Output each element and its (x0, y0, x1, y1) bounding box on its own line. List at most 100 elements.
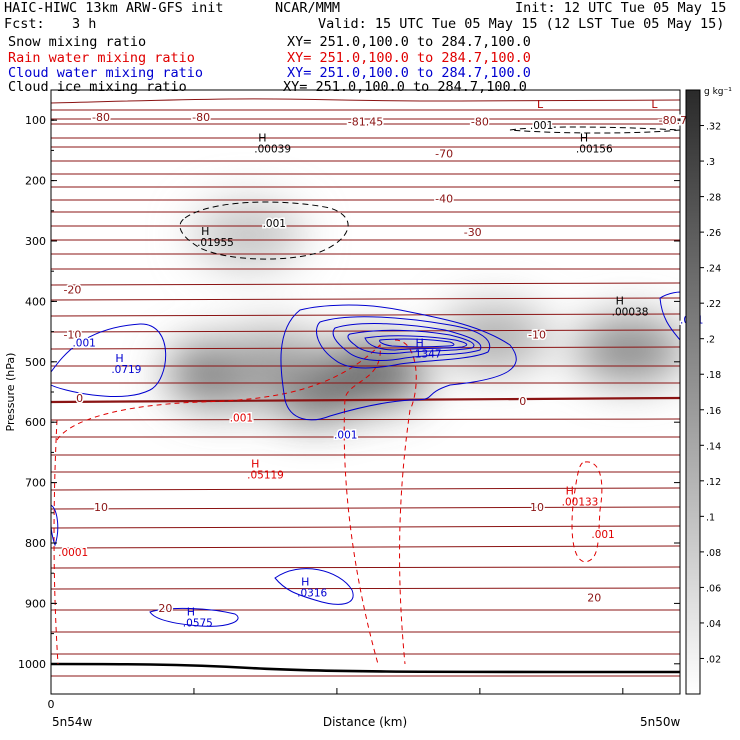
contour-value-label: .001 (230, 412, 253, 424)
isotherm-label: -80 (192, 111, 210, 124)
y-axis-label: Pressure (hPa) (4, 353, 17, 432)
y-tick-label: 700 (25, 477, 46, 490)
forecast-hour: 3 h (72, 16, 97, 32)
extremum-symbol: H (201, 225, 209, 238)
center-name: NCAR/MMM (275, 0, 341, 16)
isotherm-line (51, 418, 680, 421)
isotherm-label: 20 (587, 591, 601, 604)
isotherm-line (51, 346, 680, 350)
cloud-water-contour (379, 338, 455, 348)
isotherm-line (51, 396, 680, 404)
extremum-value: .00039 (254, 143, 291, 155)
isotherm-label: -80.7 (659, 114, 687, 127)
isotherm-label: -81.45 (348, 115, 383, 128)
extremum-value: .0575 (183, 617, 213, 629)
cloud-water-contour (149, 607, 239, 627)
snow-blob (217, 329, 328, 394)
colorbar-unit: g kg⁻¹ (704, 87, 732, 97)
rain-contour (53, 419, 59, 665)
isotherm-line (51, 329, 680, 333)
colorbar-tick-label: .08 (706, 548, 721, 559)
extremum-value: .05119 (247, 470, 284, 482)
contour-value-label: .001 (263, 218, 286, 230)
cloud-water-contour (332, 323, 482, 361)
cloud-water-contours (50, 291, 681, 627)
contour-value-label: .001 (530, 120, 553, 132)
colorbar-tick-label: .2 (706, 335, 715, 346)
x-end-label: 5n50w (640, 715, 681, 729)
isotherm-label: 20 (158, 602, 172, 615)
isotherm-line (51, 525, 680, 529)
cloud-water-contour (274, 568, 354, 605)
contour-value-label: .001 (72, 337, 95, 349)
colorbar-tick-label: .24 (706, 264, 721, 275)
field-rain-xy: XY= 251.0,100.0 to 284.7,100.0 (287, 50, 531, 66)
extremum-symbol: H (251, 458, 259, 471)
cloud-water-contour (316, 316, 491, 369)
isotherm-line (51, 566, 680, 569)
cloud-water-contour (347, 329, 475, 355)
y-tick-label: 400 (25, 295, 46, 308)
isotherm-label: -70 (435, 147, 453, 160)
isotherm-label: -40 (435, 193, 453, 206)
field-snow-name: Snow mixing ratio (8, 34, 147, 50)
colorbar-tick-label: .02 (706, 654, 721, 665)
extremum-symbol: H (258, 131, 266, 144)
y-tick-label: 800 (25, 537, 46, 550)
colorbar (685, 89, 701, 695)
isotherm-line (51, 506, 680, 510)
isotherm-label: -80 (92, 111, 110, 124)
y-tick-label: 600 (25, 416, 46, 429)
colorbar-tick-label: .3 (706, 157, 715, 168)
colorbar-tick-label: .26 (706, 228, 721, 239)
contour-value-label: .0001 (58, 547, 88, 559)
isotherm-label: 0 (76, 392, 83, 405)
extremum-value: .00156 (576, 143, 613, 155)
isotherm-line (51, 297, 680, 301)
isotherm-label: -30 (464, 226, 482, 239)
isotherm-label: -10 (528, 329, 546, 342)
model-title: HAIC-HIWC 13km ARW-GFS init (4, 0, 224, 16)
y-tick-label: 200 (25, 175, 46, 188)
field-snow-xy: XY= 251.0,100.0 to 284.7,100.0 (287, 34, 531, 50)
y-tick-label: 900 (25, 597, 46, 610)
init-time: Init: 12 UTC Tue 05 May 15 (515, 0, 727, 16)
isotherm-label: -10 (63, 329, 81, 342)
extremum-symbol: H (580, 131, 588, 144)
colorbar-tick-label: .32 (706, 122, 721, 133)
cloud-water-contour (50, 323, 167, 397)
colorbar-tick-label: .28 (706, 193, 721, 204)
isotherm-label: 0 (519, 395, 526, 408)
colorbar-tick-label: .1 (706, 512, 715, 523)
isotherm-line (51, 545, 680, 549)
extremum-symbol: H (416, 337, 424, 350)
extremum-symbol: H (187, 605, 195, 618)
extremum-symbol: H (115, 352, 123, 365)
cloud-water-contour (364, 335, 468, 351)
extremum-symbol: H (566, 485, 574, 498)
rain-contour (394, 339, 417, 665)
snow-blob (317, 341, 428, 406)
valid-time: Valid: 15 UTC Tue 05 May 15 (12 LST Tue … (318, 16, 725, 32)
isotherm-line (51, 313, 680, 317)
y-tick-label: 1000 (18, 658, 46, 671)
isotherm-line (51, 282, 680, 286)
x-start-label: 5n54w (52, 715, 93, 729)
rain-contour (571, 461, 603, 563)
snow-blob (193, 202, 304, 267)
extremum-symbol: H (301, 575, 309, 588)
colorbar-tick-label: .18 (706, 370, 721, 381)
isotherm-line (51, 98, 680, 104)
isotherm-label: -20 (63, 283, 81, 296)
snow-field (167, 202, 680, 418)
isotherm-line (51, 487, 680, 491)
contour-value-label: .001 (591, 529, 614, 541)
field-cloudwater-xy: XY= 251.0,100.0 to 284.7,100.0 (287, 65, 531, 81)
field-cloudice-name: Cloud ice mixing ratio (8, 79, 187, 95)
distance-ticks: 0 (48, 688, 624, 711)
y-tick-label: 100 (25, 114, 46, 127)
x-axis-label: Distance (km) (323, 715, 407, 729)
colorbar-ticks: .02 .04 .06 .08 .1 .12 .14 .16 .18 .2 .22 .24 .26 .28… (700, 122, 721, 665)
